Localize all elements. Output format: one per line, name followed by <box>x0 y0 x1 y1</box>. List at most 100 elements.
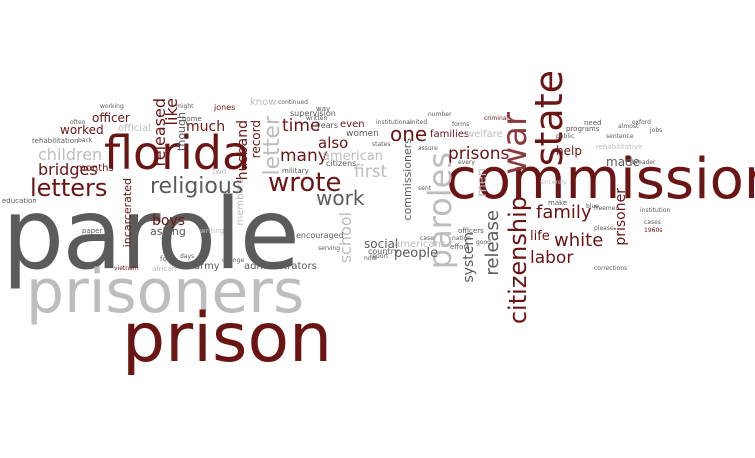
word-way: way <box>316 105 331 113</box>
word-days: days <box>180 253 195 260</box>
word-citizenship: citizenship <box>504 196 532 325</box>
word-good: good <box>476 239 491 246</box>
word-husband: husband <box>235 120 251 181</box>
word-welfare: welfare <box>466 129 503 140</box>
word-sentence: sentence <box>606 133 634 140</box>
word-rehabilitation: rehabilitation <box>32 137 79 145</box>
word-religious: religious <box>150 174 244 199</box>
word-american: american <box>322 149 383 164</box>
word-time: time <box>282 116 321 136</box>
word-1960s: 1960s <box>644 227 663 234</box>
word-supervision: supervision <box>290 109 336 118</box>
word-two: two <box>212 167 227 176</box>
word-number: number <box>428 111 452 118</box>
word-now: now <box>364 255 377 262</box>
word-families: families <box>430 129 470 140</box>
word-back: back <box>78 137 93 144</box>
word-parole: parole <box>2 178 300 292</box>
word-african: african <box>152 265 177 273</box>
word-prisoners: prisoners <box>26 257 305 327</box>
word-children: children <box>38 145 103 164</box>
word-united: united <box>408 119 428 126</box>
word-citizens: citizens <box>326 159 357 168</box>
word-women: women <box>346 129 379 139</box>
word-might: might <box>176 103 194 110</box>
word-make: make <box>548 199 568 207</box>
word-case: case <box>420 235 434 242</box>
word-even: even <box>340 119 365 130</box>
word-social: social <box>364 237 399 251</box>
word-letters: letters <box>30 174 108 202</box>
word-prisoner: prisoner <box>613 188 629 246</box>
word-programs: programs <box>566 125 600 133</box>
word-home: home <box>182 115 202 123</box>
word-please: please <box>594 225 614 232</box>
word-incarcerated: incarcerated <box>121 178 134 248</box>
word-years: years <box>316 121 339 130</box>
word-officers: officers <box>458 227 484 235</box>
word-military: military <box>282 167 309 175</box>
word-nation: nation <box>452 235 471 242</box>
word-also: also <box>318 134 349 152</box>
word-people: people <box>394 246 439 261</box>
word-almost: almost <box>618 123 639 130</box>
word-florida: florida <box>104 126 251 180</box>
word-encouraged: encouraged <box>296 231 344 240</box>
word-life: life <box>530 229 550 244</box>
word-commission: commission <box>446 147 755 212</box>
word-continued: continued <box>278 99 308 106</box>
word-public: public <box>556 133 575 140</box>
word-states: states <box>372 141 391 148</box>
word-paper: paper <box>82 227 103 235</box>
word-commissioners: commissioners <box>401 138 414 221</box>
word-much: much <box>186 119 226 135</box>
word-institutional: institutional <box>376 119 412 126</box>
word-worked: worked <box>60 123 104 137</box>
word-help: help <box>556 144 582 158</box>
word-broader: broader <box>632 159 656 166</box>
word-officer: officer <box>92 111 130 125</box>
word-official: official <box>118 123 151 134</box>
word-labor: labor <box>530 248 574 268</box>
word-boys: boys <box>152 213 186 229</box>
word-army: army <box>194 261 220 272</box>
word-need: need <box>584 119 602 127</box>
word-serving: serving <box>318 245 341 252</box>
word-know: know <box>250 97 277 108</box>
word-oxford: oxford <box>632 119 651 126</box>
word-sent: sent <box>418 185 431 192</box>
word-form: form <box>160 255 177 263</box>
word-blue: blue <box>586 203 599 210</box>
word-often: often <box>70 119 86 126</box>
word-country: country <box>368 247 399 256</box>
word-working: working <box>100 103 124 110</box>
word-record: record <box>249 120 263 159</box>
word-prisons: prisons <box>448 144 510 164</box>
word-change: change <box>222 257 245 264</box>
word-many: many <box>280 146 328 166</box>
word-bridges: bridges <box>38 160 98 179</box>
word-forms: forms <box>452 121 470 128</box>
word-americans: americans <box>394 239 447 250</box>
word-one: one <box>390 122 428 146</box>
word-prison: prison <box>122 299 333 378</box>
word-family: family <box>536 202 592 223</box>
word-every: every <box>458 159 475 166</box>
word-men: men <box>475 168 490 197</box>
word-report: report <box>370 253 389 260</box>
word-criminal: criminal <box>484 115 509 122</box>
word-freemen: freemen <box>594 205 620 212</box>
word-jobs: jobs <box>650 127 663 134</box>
word-education: education <box>2 197 37 205</box>
word-months: months <box>76 163 114 174</box>
word-writing: writing <box>200 227 225 235</box>
word-cases: cases <box>644 219 661 226</box>
word-corrections: corrections <box>594 265 628 272</box>
word-made: made <box>606 155 641 169</box>
word-effort: effort <box>450 243 470 251</box>
word-vietnam: vietnam <box>114 265 139 272</box>
word-first: first <box>354 162 388 182</box>
word-written: written <box>306 115 328 122</box>
word-sincerely: sincerely <box>540 179 567 186</box>
